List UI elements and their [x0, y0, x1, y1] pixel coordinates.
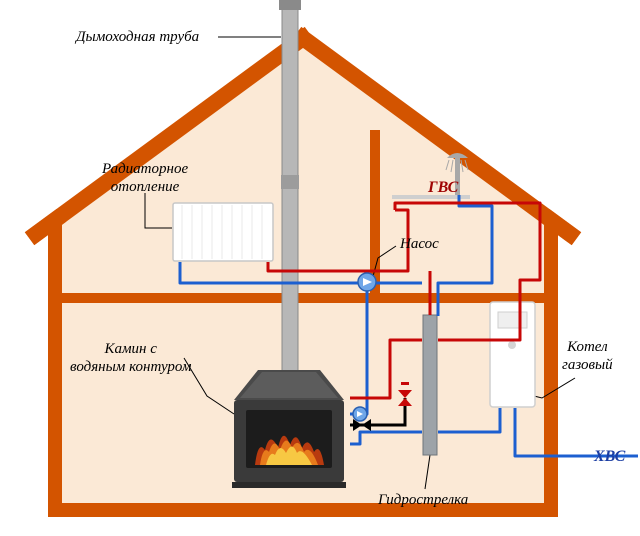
stove-label: Камин сводяным контуром — [70, 340, 191, 376]
radiator — [173, 203, 273, 261]
hvs-label: ХВС — [594, 447, 625, 466]
fireplace-stove — [232, 370, 346, 488]
radiator-label: Радиаторноеотопление — [102, 160, 188, 196]
pump-label: Насос — [400, 235, 439, 253]
gas-boiler — [490, 302, 535, 407]
chimney-pipe — [279, 0, 301, 372]
hydro-separator — [423, 315, 437, 455]
hydro-label: Гидрострелка — [378, 491, 468, 509]
chimney-label: Дымоходная труба — [76, 28, 199, 46]
boiler-label: Котелгазовый — [562, 338, 613, 374]
gvs-label: ГВС — [428, 178, 458, 197]
heating-diagram — [0, 0, 640, 536]
